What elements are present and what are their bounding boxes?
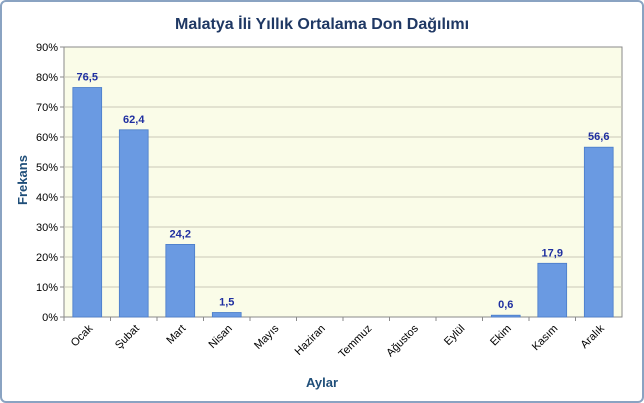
plot-area — [63, 46, 623, 318]
x-axis-title: Aylar — [306, 375, 338, 390]
x-tick-label: Haziran — [293, 323, 328, 358]
bar-şubat — [118, 129, 149, 318]
y-tick-label: 40% — [36, 192, 58, 204]
x-tick-label: Temmuz — [336, 323, 374, 361]
x-tick-label: Mart — [164, 323, 188, 347]
bar-aralık — [583, 146, 614, 318]
data-label: 62,4 — [123, 114, 145, 126]
y-tick-label: 60% — [36, 132, 58, 144]
x-tick-label: Ekim — [488, 323, 514, 349]
y-tick-label: 80% — [36, 72, 58, 84]
y-tick-label: 70% — [36, 102, 58, 114]
y-tick-label: 90% — [36, 42, 58, 54]
data-labels: 76,5 62,4 24,2 1,5 0,6 17,9 56,6 — [77, 72, 610, 312]
bar-mart — [165, 243, 196, 318]
bar-nisan — [211, 312, 242, 318]
y-tick-label: 10% — [36, 282, 58, 294]
data-label: 1,5 — [219, 297, 234, 309]
bars — [72, 87, 614, 318]
x-tick-label: Ağustos — [384, 322, 421, 359]
x-tick-label: Kasım — [530, 323, 561, 354]
y-axis-title: Frekans — [15, 155, 30, 205]
y-axis-ticks: 0% 10% 20% 30% 40% 50% 60% 70% 80% 90% — [36, 42, 64, 324]
bar-ocak — [72, 87, 103, 318]
x-tick-label: Şubat — [113, 323, 142, 352]
y-tick-label: 20% — [36, 252, 58, 264]
bar-kasım — [537, 262, 568, 318]
data-label: 76,5 — [77, 72, 98, 84]
data-label: 56,6 — [588, 131, 609, 143]
chart-title: Malatya İli Yıllık Ortalama Don Dağılımı — [175, 15, 469, 33]
data-label: 17,9 — [542, 247, 563, 259]
data-label: 0,6 — [498, 299, 513, 311]
x-axis-ticks: Ocak Şubat Mart Nisan Mayıs Haziran Temmuz Ağus… — [63, 317, 607, 361]
x-tick-label: Mayıs — [252, 322, 282, 352]
x-tick-label: Eylül — [442, 323, 467, 348]
y-tick-label: 0% — [42, 312, 58, 324]
data-label: 24,2 — [170, 228, 191, 240]
y-tick-label: 50% — [36, 162, 58, 174]
gridlines — [64, 76, 622, 288]
y-tick-label: 30% — [36, 222, 58, 234]
bar-ekim — [490, 314, 521, 318]
x-tick-label: Ocak — [69, 322, 96, 349]
x-tick-label: Aralık — [578, 322, 607, 351]
x-tick-label: Nisan — [206, 323, 234, 351]
